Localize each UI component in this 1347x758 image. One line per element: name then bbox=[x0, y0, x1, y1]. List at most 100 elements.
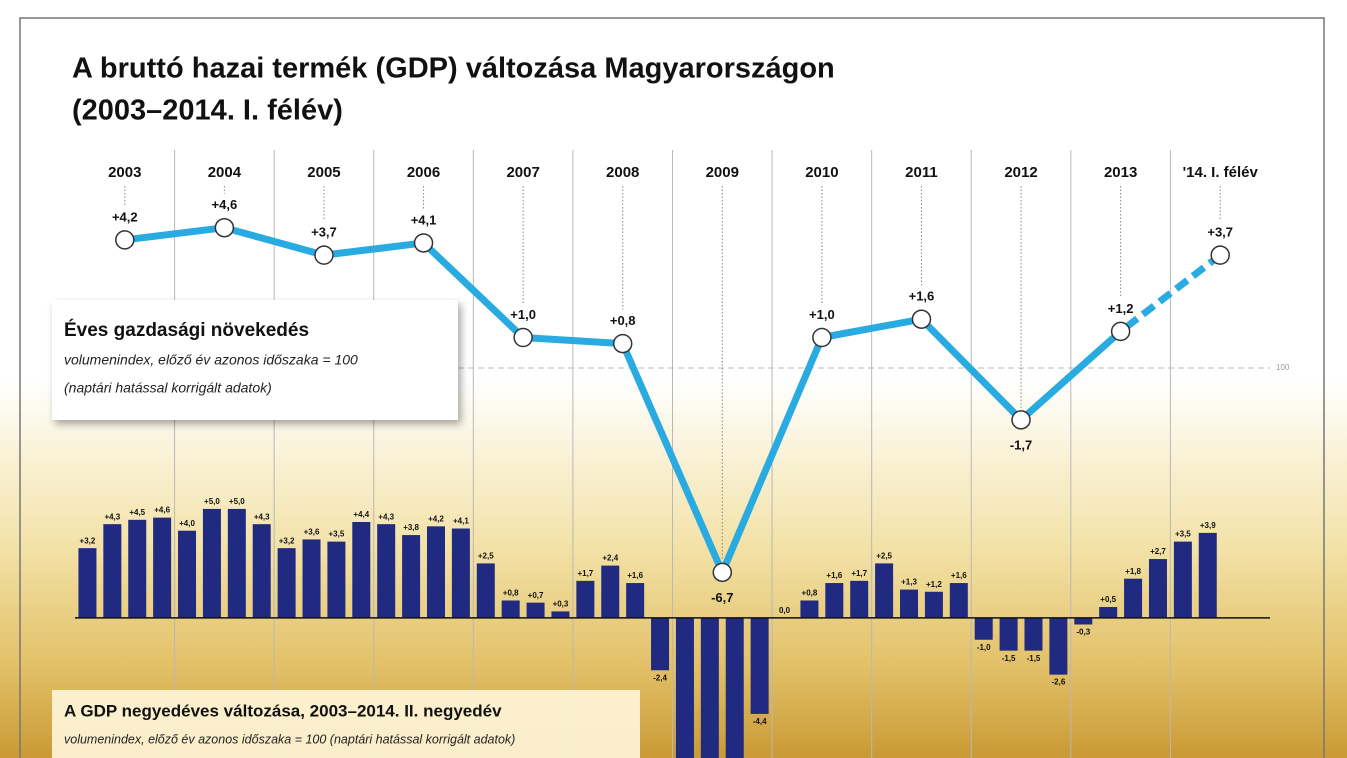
bar bbox=[377, 524, 396, 618]
data-label: +1,8 bbox=[1125, 567, 1141, 576]
bar bbox=[601, 565, 620, 618]
x-tick-label: 2010 bbox=[805, 164, 838, 181]
data-label: +1,0 bbox=[809, 307, 835, 322]
bar bbox=[327, 541, 346, 618]
bar bbox=[1024, 617, 1043, 651]
bar bbox=[202, 508, 221, 618]
bar bbox=[153, 517, 172, 618]
marker bbox=[712, 562, 733, 583]
bar bbox=[700, 617, 719, 758]
frame bbox=[19, 17, 1325, 758]
data-label: +0,8 bbox=[802, 589, 818, 598]
data-label: +4,6 bbox=[212, 197, 238, 212]
x-tick-label: 2007 bbox=[506, 164, 539, 181]
marker bbox=[214, 217, 235, 238]
bar bbox=[501, 600, 520, 618]
title: (2003–2014. I. félév) bbox=[72, 95, 343, 127]
x-tick-label: '14. I. félév bbox=[1183, 164, 1259, 181]
data-label: 0,0 bbox=[779, 606, 791, 615]
data-label: -2,6 bbox=[1051, 678, 1065, 687]
data-label: +4,1 bbox=[453, 517, 469, 526]
bar bbox=[178, 530, 197, 618]
bar bbox=[128, 519, 147, 618]
bar bbox=[949, 583, 968, 618]
data-label: +5,0 bbox=[204, 497, 220, 506]
data-label: +2,7 bbox=[1150, 547, 1166, 556]
bar bbox=[402, 535, 421, 618]
data-label: +4,2 bbox=[428, 514, 444, 523]
data-layer: 2003 2004 2005 2006 2007 2008 2009 2010 2011 2012… bbox=[108, 164, 1258, 605]
data-label: +2,4 bbox=[602, 554, 618, 563]
line-chart-subtitle: (naptári hatással korrigált adatok) bbox=[64, 380, 272, 396]
data-label: +4,2 bbox=[112, 209, 138, 224]
x-tick-label: 2005 bbox=[307, 164, 340, 181]
marker bbox=[1110, 321, 1131, 342]
x-tick-label: 2004 bbox=[208, 164, 242, 181]
bar bbox=[1148, 559, 1167, 618]
bar bbox=[1049, 617, 1068, 675]
data-label: +3,9 bbox=[1200, 521, 1216, 530]
data-label: -1,0 bbox=[977, 643, 991, 652]
data-label: +1,2 bbox=[1108, 301, 1134, 316]
data-label: -1,5 bbox=[1027, 654, 1041, 663]
marker bbox=[413, 233, 434, 253]
bar bbox=[1074, 617, 1093, 625]
data-label: -1,7 bbox=[1010, 437, 1032, 452]
reference-label: 100 bbox=[1276, 363, 1290, 372]
marker bbox=[1011, 410, 1031, 430]
data-label: +1,6 bbox=[909, 289, 935, 304]
bar bbox=[1198, 532, 1217, 618]
grid-layer: 100 +3,2 +4,3 +4,5 +4,6 +4,0 +5,0 +5,0 +4,3 +3,2 +… bbox=[75, 150, 1290, 758]
bar bbox=[850, 580, 869, 618]
bar bbox=[800, 600, 819, 618]
marker bbox=[513, 327, 533, 348]
bar bbox=[875, 563, 894, 618]
bar bbox=[526, 602, 545, 618]
bar bbox=[476, 563, 495, 618]
line-chart-title: Éves gazdasági növekedés bbox=[64, 319, 309, 341]
bar bbox=[252, 524, 271, 618]
data-label: +1,3 bbox=[901, 578, 917, 587]
bar bbox=[924, 591, 943, 618]
line-chart-subtitle: volumenindex, előző év azonos időszaka =… bbox=[64, 352, 358, 368]
data-label: +3,7 bbox=[311, 225, 337, 240]
data-label: +3,5 bbox=[1175, 530, 1191, 539]
data-label: +0,3 bbox=[553, 600, 569, 609]
bar bbox=[426, 526, 445, 618]
bar bbox=[302, 539, 321, 618]
data-label: +1,6 bbox=[826, 571, 842, 580]
x-tick-label: 2006 bbox=[407, 164, 440, 181]
bar bbox=[626, 583, 645, 618]
marker bbox=[115, 230, 135, 250]
data-label: +1,7 bbox=[851, 569, 867, 578]
data-label: +0,5 bbox=[1100, 595, 1116, 604]
legend-box bbox=[52, 690, 640, 758]
data-label: +3,2 bbox=[80, 536, 96, 545]
data-label: +4,3 bbox=[378, 512, 394, 521]
data-label: +4,5 bbox=[129, 508, 145, 517]
data-label: +5,0 bbox=[229, 497, 245, 506]
data-label: +4,0 bbox=[179, 519, 195, 528]
data-label: -6,7 bbox=[711, 590, 733, 605]
bar bbox=[1124, 578, 1143, 618]
bar bbox=[651, 617, 670, 671]
data-label: +1,6 bbox=[951, 571, 967, 580]
bar bbox=[451, 528, 470, 618]
bar bbox=[725, 617, 744, 758]
data-label: +1,6 bbox=[627, 571, 643, 580]
bar-chart-title: A GDP negyedéves változása, 2003–2014. I… bbox=[64, 701, 502, 720]
bar bbox=[576, 580, 595, 618]
data-label: -2,4 bbox=[653, 673, 667, 682]
data-label: +0,7 bbox=[528, 591, 544, 600]
data-label: +4,3 bbox=[104, 512, 120, 521]
bar bbox=[1173, 541, 1192, 618]
bar bbox=[352, 521, 371, 618]
bar bbox=[227, 508, 246, 618]
data-label: +2,5 bbox=[478, 552, 494, 561]
marker bbox=[1210, 245, 1230, 265]
data-label: +2,5 bbox=[876, 552, 892, 561]
data-label: -1,5 bbox=[1002, 654, 1016, 663]
data-label: +1,7 bbox=[577, 569, 593, 578]
legend-box bbox=[52, 300, 458, 420]
bar bbox=[900, 589, 919, 618]
